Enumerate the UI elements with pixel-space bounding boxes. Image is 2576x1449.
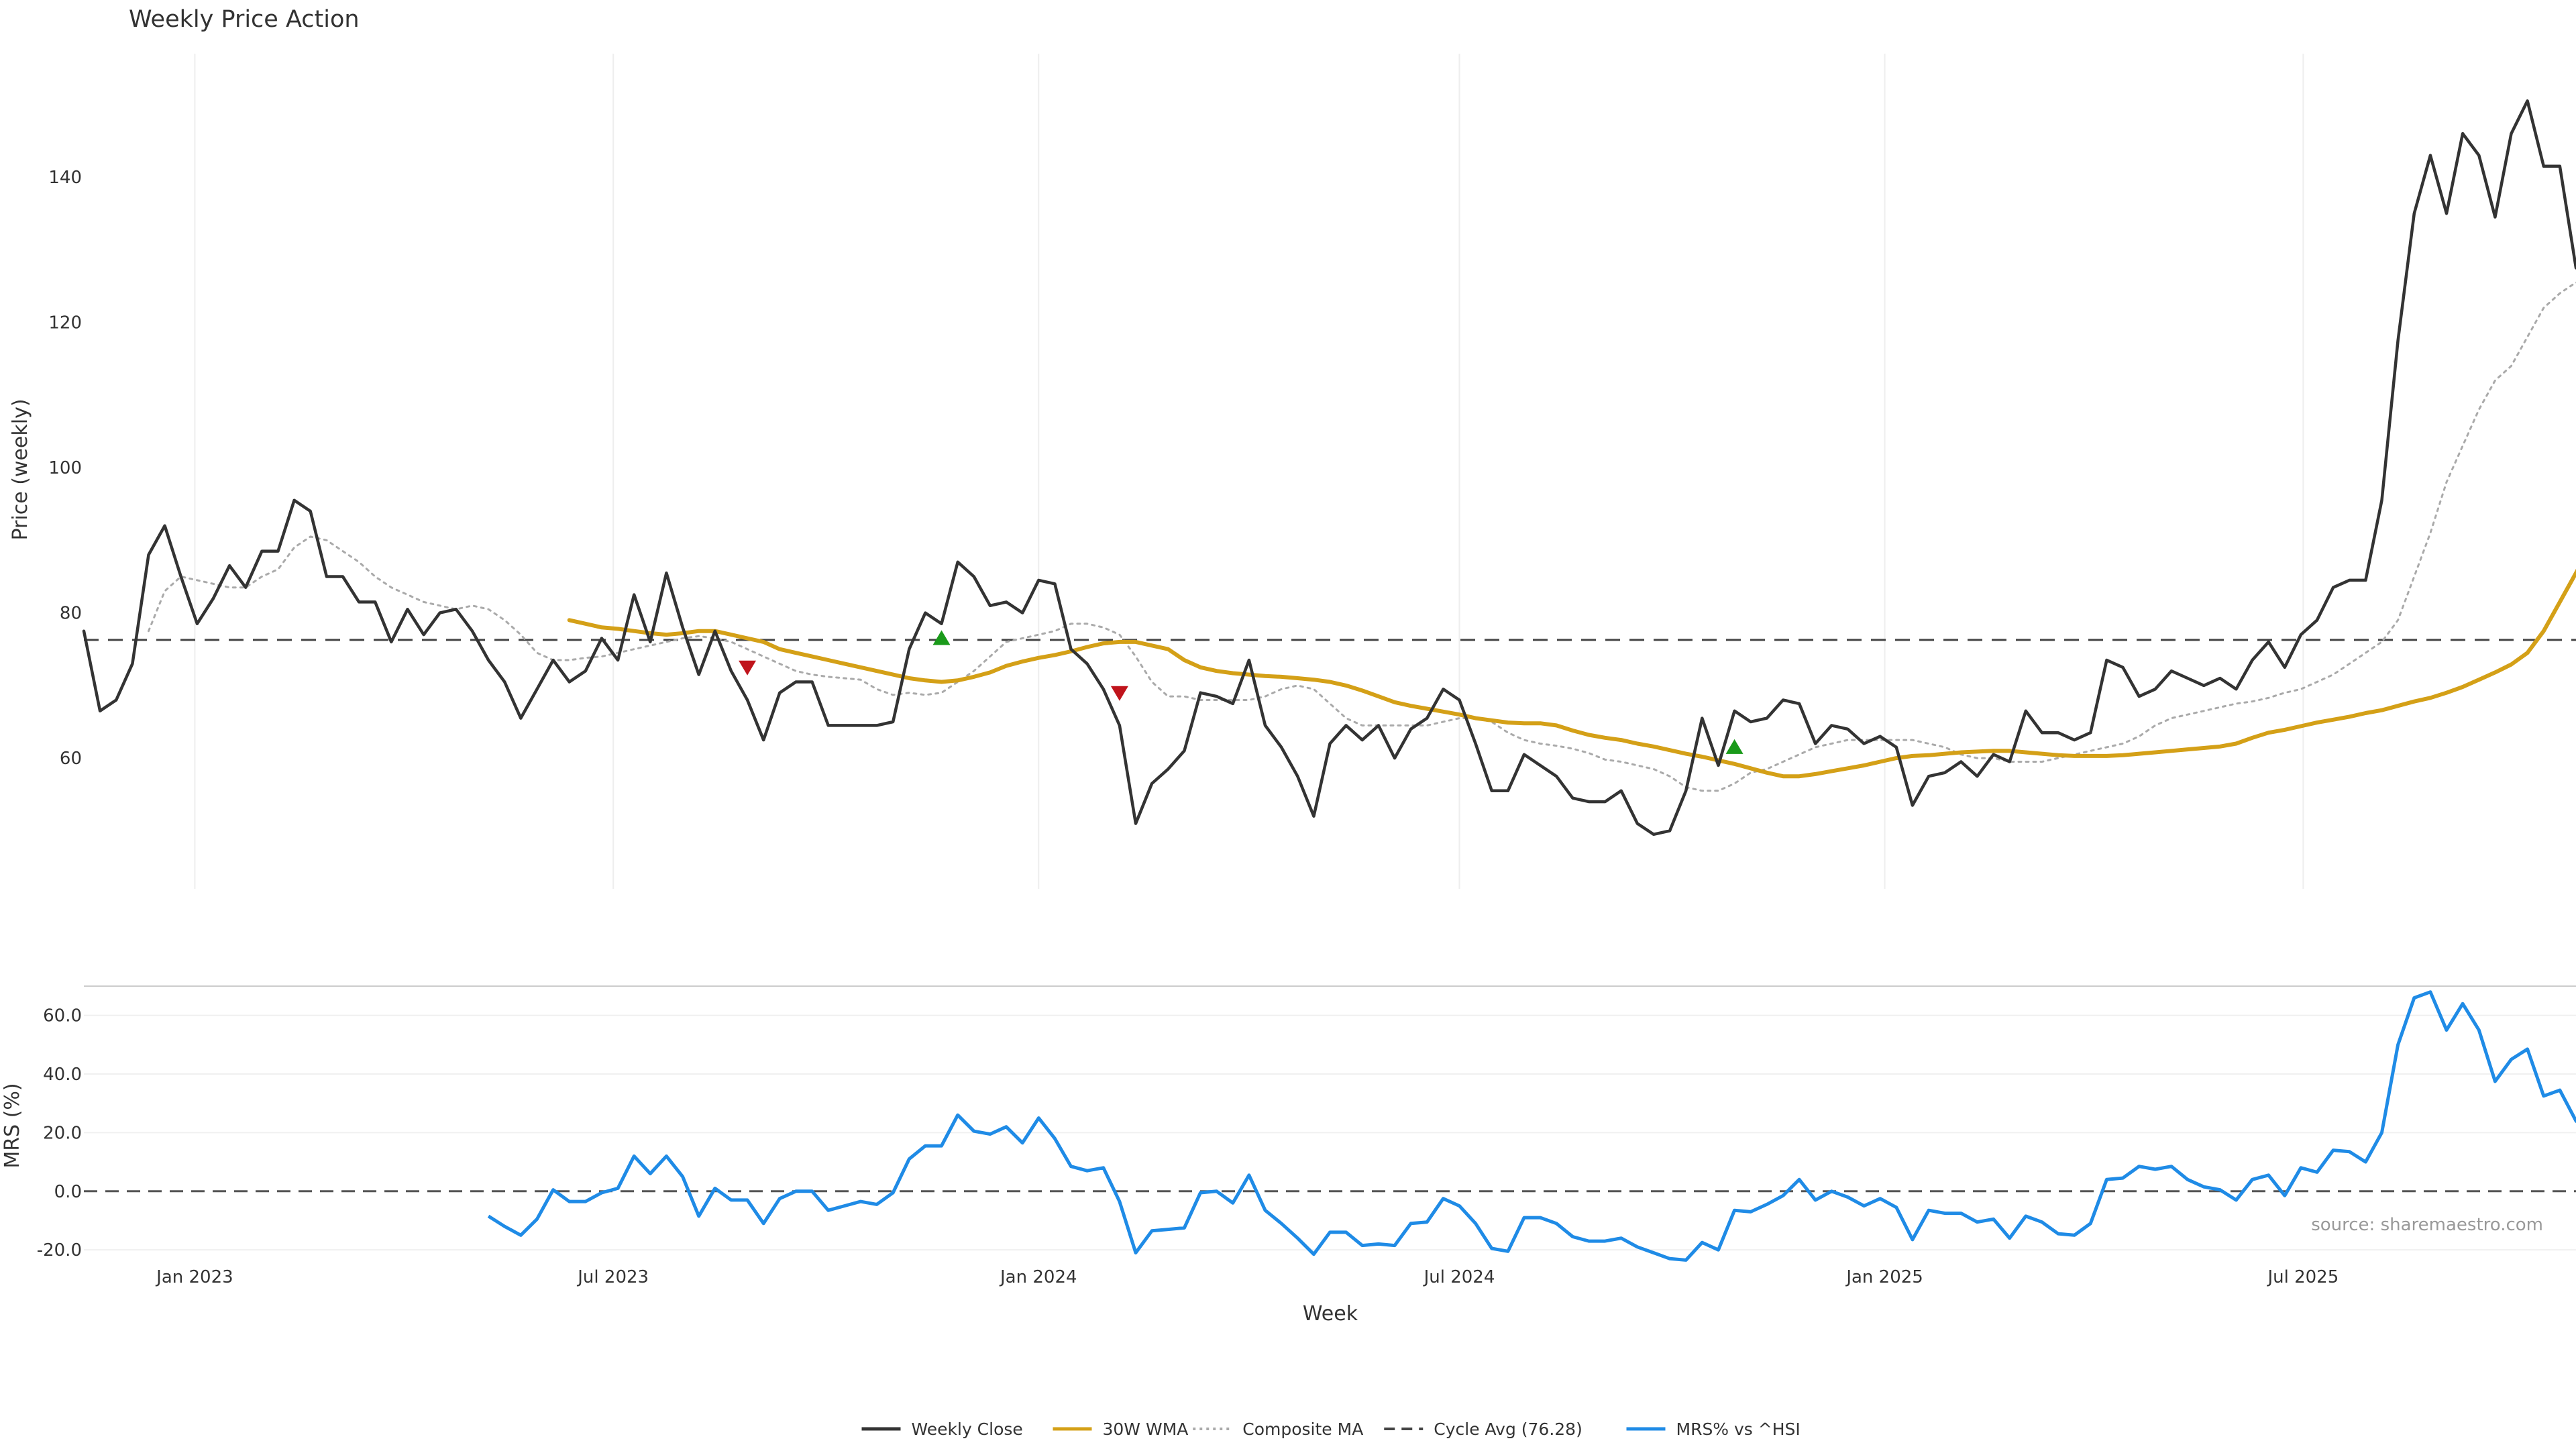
legend-item: Cycle Avg (76.28) <box>1384 1419 1582 1439</box>
legend-label: Composite MA <box>1242 1419 1363 1439</box>
price-series <box>82 99 2576 837</box>
x-axis-ticks: Jan 2023 Jul 2023 Jan 2024 Jul 2024 Jan 2025… <box>155 1267 2339 1287</box>
x-tick-label: Jan 2024 <box>999 1267 1077 1287</box>
price-panel: 60 80 100 120 140 Weekly Price Action Price … <box>9 6 2576 889</box>
price-y-axis-label: Price (weekly) <box>9 398 32 540</box>
legend-label: MRS% vs ^HSI <box>1676 1419 1801 1439</box>
price-y-tick-label: 140 <box>48 168 82 188</box>
buy-signal-marker <box>1725 739 1743 754</box>
series-composite-ma <box>148 281 2576 792</box>
legend: Weekly Close 30W WMA Composite MA Cycle Avg… <box>861 1419 1801 1439</box>
mrs-y-tick-label: 20.0 <box>43 1123 82 1143</box>
legend-item: 30W WMA <box>1053 1419 1189 1439</box>
signals <box>739 630 1743 754</box>
chart-title: Weekly Price Action <box>129 6 360 33</box>
price-grid <box>194 54 2304 889</box>
mrs-y-tick-label: 0.0 <box>54 1182 82 1202</box>
series-weekly-close <box>82 99 2576 837</box>
mrs-y-tick-label: 60.0 <box>43 1006 82 1026</box>
mrs-y-tick-label: -20.0 <box>37 1240 82 1260</box>
x-tick-label: Jul 2023 <box>576 1267 649 1287</box>
price-y-tick-label: 100 <box>48 458 82 478</box>
legend-item: MRS% vs ^HSI <box>1626 1419 1801 1439</box>
legend-item: Weekly Close <box>861 1419 1023 1439</box>
mrs-y-axis: -20.0 0.0 20.0 40.0 60.0 <box>37 1006 82 1260</box>
x-tick-label: Jan 2023 <box>155 1267 233 1287</box>
x-tick-label: Jan 2025 <box>1845 1267 1923 1287</box>
mrs-grid <box>84 1014 2576 1251</box>
price-y-tick-label: 120 <box>48 313 82 333</box>
price-y-tick-label: 60 <box>60 749 82 769</box>
price-y-axis: 60 80 100 120 140 <box>48 168 82 769</box>
mrs-y-tick-label: 40.0 <box>43 1065 82 1085</box>
mrs-series <box>487 990 2576 1262</box>
series-mrs-vs-hsi <box>487 990 2576 1262</box>
series-30w-wma <box>567 568 2576 779</box>
legend-label: 30W WMA <box>1103 1419 1189 1439</box>
x-tick-label: Jul 2025 <box>2266 1267 2339 1287</box>
x-axis-label: Week <box>1303 1302 1358 1326</box>
price-y-tick-label: 80 <box>60 604 82 624</box>
legend-label: Cycle Avg (76.28) <box>1434 1419 1582 1439</box>
legend-item: Composite MA <box>1193 1419 1363 1439</box>
legend-label: Weekly Close <box>912 1419 1023 1439</box>
mrs-panel: -20.00.020.040.060.0 Jan 2023 Jul 2023 Jan… <box>1 985 2576 1326</box>
x-tick-label: Jul 2024 <box>1423 1267 1495 1287</box>
sell-signal-marker <box>739 660 757 676</box>
sell-signal-marker <box>1110 686 1128 701</box>
mrs-y-axis-label: MRS (%) <box>1 1083 24 1168</box>
source-note: source: sharemaestro.com <box>2311 1215 2543 1235</box>
buy-signal-marker <box>932 630 951 645</box>
